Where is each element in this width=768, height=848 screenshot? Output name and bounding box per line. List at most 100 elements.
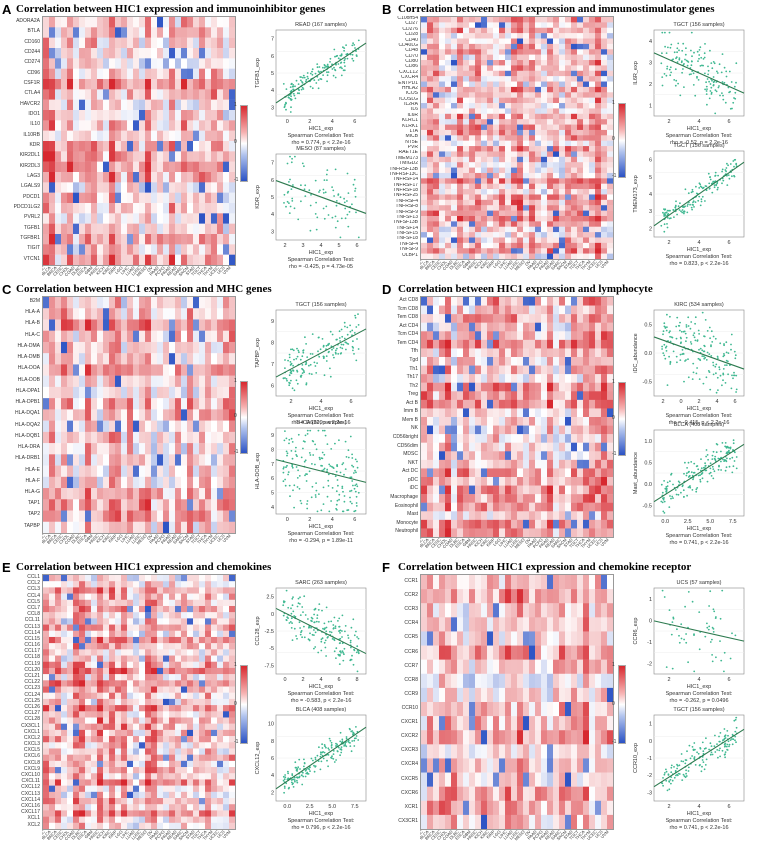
- heat-cell: [517, 503, 523, 512]
- heat-cell: [193, 141, 199, 152]
- scatter-point: [326, 71, 328, 73]
- heat-cell: [517, 221, 523, 227]
- heat-cell: [481, 460, 487, 469]
- heat-cell: [481, 87, 487, 93]
- heat-cell: [553, 221, 559, 227]
- heat-cell: [463, 76, 469, 82]
- heat-cell: [445, 33, 451, 39]
- heat-cell: [193, 342, 199, 353]
- heat-cell: [553, 200, 559, 206]
- heat-cell: [487, 130, 493, 136]
- heat-cell: [439, 374, 445, 383]
- heat-cell: [475, 205, 481, 211]
- heat-cell: [547, 119, 553, 125]
- heat-cell: [67, 331, 73, 342]
- scatter-point: [324, 179, 326, 181]
- heat-cell: [511, 178, 517, 184]
- heat-cell: [493, 408, 499, 417]
- heat-cell: [217, 308, 223, 319]
- heat-cell: [181, 255, 187, 265]
- heat-cell: [193, 172, 199, 183]
- row-label: TAPBP: [2, 521, 40, 532]
- heat-cell: [439, 76, 445, 82]
- heat-cell: [595, 103, 601, 109]
- heat-cell: [157, 466, 163, 477]
- heat-cell: [427, 119, 433, 125]
- heat-cell: [583, 357, 589, 366]
- heat-cell: [511, 119, 517, 125]
- heat-cell: [553, 71, 559, 77]
- heat-cell: [73, 89, 79, 100]
- heat-cell: [463, 92, 469, 98]
- heat-cell: [139, 141, 145, 152]
- scatter-point: [704, 89, 706, 91]
- heat-cell: [577, 178, 583, 184]
- heat-cell: [187, 100, 193, 111]
- heat-cell: [541, 383, 547, 392]
- heat-cell: [529, 33, 535, 39]
- x-axis-label: HIC1_exp: [309, 406, 333, 412]
- heat-cell: [559, 44, 565, 50]
- heat-cell: [571, 33, 577, 39]
- heat-cell: [127, 162, 133, 173]
- heat-cell: [433, 178, 439, 184]
- scatter-title: MESO (87 samples): [296, 146, 346, 152]
- heat-cell: [547, 417, 553, 426]
- scatter-point: [666, 223, 668, 225]
- heat-cell: [457, 383, 463, 392]
- heat-cell: [559, 477, 565, 486]
- heat-cell: [61, 499, 67, 510]
- heat-cell: [187, 213, 193, 224]
- heat-cell: [91, 398, 97, 409]
- heat-cell: [175, 48, 181, 59]
- heat-cell: [451, 331, 457, 340]
- heat-cell: [73, 182, 79, 193]
- scatter-point: [352, 466, 354, 468]
- heat-cell: [427, 314, 433, 323]
- heat-cell: [121, 398, 127, 409]
- heat-cell: [139, 213, 145, 224]
- heat-cell: [427, 60, 433, 66]
- heat-cell: [469, 348, 475, 357]
- heat-cell: [223, 331, 229, 342]
- heat-cell: [157, 27, 163, 38]
- heat-cell: [91, 213, 97, 224]
- heat-cell: [175, 477, 181, 488]
- heat-cell: [493, 141, 499, 147]
- heat-cell: [91, 421, 97, 432]
- heat-cell: [145, 234, 151, 245]
- heat-cell: [133, 398, 139, 409]
- row-label: PDCD1: [2, 192, 40, 202]
- scatter-point: [341, 348, 343, 350]
- heat-cell: [499, 44, 505, 50]
- heat-cell: [559, 157, 565, 163]
- heat-cell: [547, 135, 553, 141]
- heat-cell: [79, 308, 85, 319]
- heat-cell: [487, 49, 493, 55]
- heat-cell: [427, 348, 433, 357]
- scatter-point: [670, 66, 672, 68]
- heat-cell: [133, 522, 139, 533]
- heat-cell: [43, 141, 49, 152]
- heat-cell: [175, 342, 181, 353]
- heat-cell: [487, 383, 493, 392]
- heat-cell: [487, 151, 493, 157]
- heat-cell: [67, 203, 73, 214]
- heat-cell: [97, 443, 103, 454]
- heat-cell: [49, 69, 55, 80]
- heat-cell: [457, 157, 463, 163]
- heat-cell: [595, 227, 601, 233]
- heat-cell: [541, 366, 547, 375]
- heat-cell: [457, 33, 463, 39]
- heat-cell: [481, 98, 487, 104]
- heat-cell: [475, 98, 481, 104]
- heat-cell: [517, 173, 523, 179]
- heat-cell: [517, 44, 523, 50]
- heat-cell: [187, 499, 193, 510]
- heat-cell: [139, 398, 145, 409]
- heat-cell: [463, 520, 469, 529]
- heat-cell: [433, 528, 439, 537]
- heat-cell: [49, 387, 55, 398]
- heat-cell: [589, 82, 595, 88]
- heat-cell: [505, 434, 511, 443]
